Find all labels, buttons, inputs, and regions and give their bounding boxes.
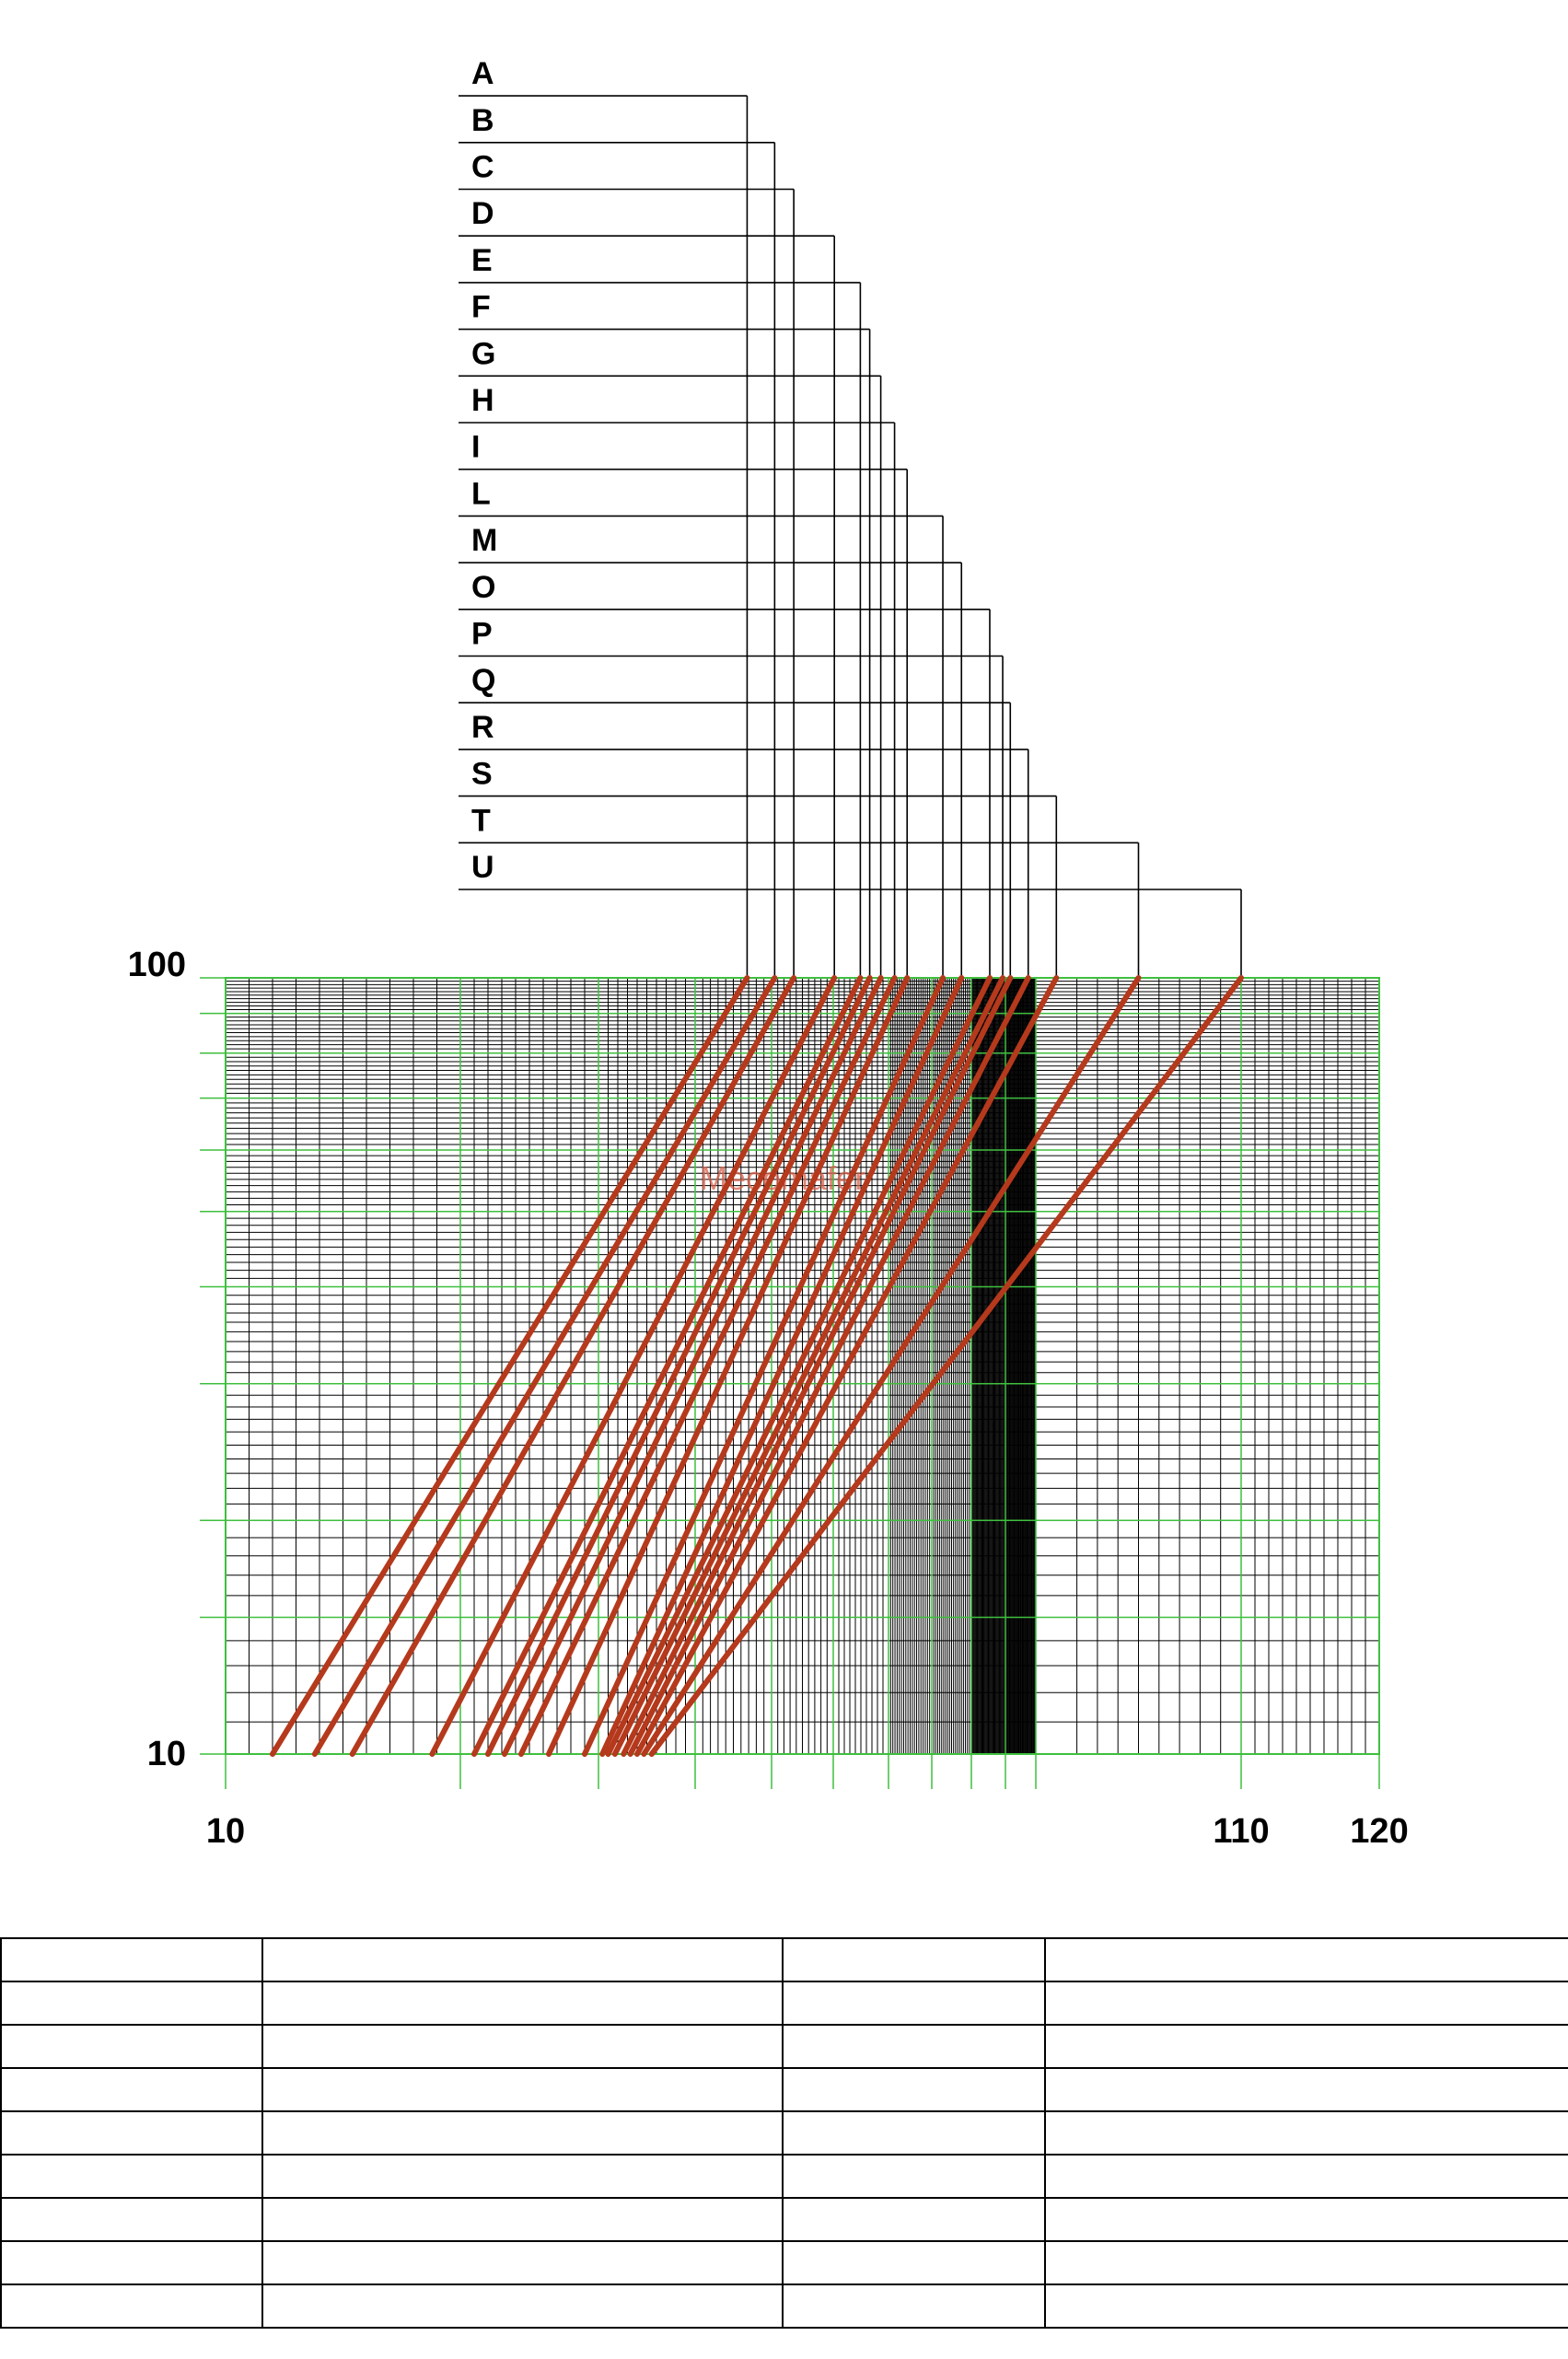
series-line-C [349,975,797,1757]
minor-grid [225,977,1380,1755]
curve-label-H: H [471,383,494,418]
curve-label-A: A [471,56,494,91]
table-row [0,2154,1568,2199]
table-cell [0,2024,263,2069]
table-cell [782,2110,1046,2156]
x-tick-label-120: 120 [1350,1812,1408,1851]
table-cell [261,2197,784,2242]
table-cell [0,2067,263,2112]
table-row [0,2067,1568,2112]
table-cell [782,2197,1046,2242]
table-row [0,1981,1568,2026]
table-cell [0,2240,263,2285]
table-cell [0,2283,263,2329]
curve-label-T: T [471,803,491,838]
table-row [0,2283,1568,2329]
blank-table [0,1937,1568,2329]
table-row [0,2240,1568,2285]
table-cell [1044,2067,1568,2112]
table-cell [261,2240,784,2285]
curve-label-O: O [471,570,495,605]
table-cell [1044,2283,1568,2329]
table-row [0,2110,1568,2156]
y-tick-label-10: 10 [147,1735,186,1773]
table-cell [0,2154,263,2199]
chart: MecomaferABCDEFGHILMOPQRSTU1001010110120 [128,56,1409,1851]
curve-label-R: R [471,710,494,745]
series-line-D [429,975,838,1757]
curve-label-B: B [471,103,494,138]
y-tick-label-100: 100 [128,946,186,984]
series-line-S [634,975,1060,1757]
x-tick-label-10: 10 [206,1812,245,1851]
series-line-P [611,975,1006,1757]
curve-label-E: E [471,243,493,278]
series-line-I [546,975,911,1757]
series-line-H [518,975,898,1757]
table-cell [782,2283,1046,2329]
table-cell [1044,2197,1568,2242]
plot-frame [225,977,1380,1755]
table-cell [782,2067,1046,2112]
series-line-A [270,975,750,1757]
curve-label-I: I [471,430,480,465]
curve-label-D: D [471,196,494,231]
curve-label-F: F [471,290,491,325]
curve-label-L: L [471,476,491,511]
table-cell [0,1937,263,1982]
curve-label-Q: Q [471,663,495,698]
table-cell [261,2283,784,2329]
table-cell [261,1937,784,1982]
series-line-E [471,975,864,1757]
table-cell [261,2024,784,2069]
table-cell [0,2110,263,2156]
curve-label-M: M [471,523,497,558]
curve-label-P: P [471,617,493,652]
table-row [0,1937,1568,1982]
table-cell [261,2110,784,2156]
table-row [0,2024,1568,2069]
curve-label-C: C [471,150,494,185]
table-cell [782,1937,1046,1982]
table-cell [782,2154,1046,2199]
table-cell [1044,1981,1568,2026]
series-line-B [311,975,778,1757]
table-cell [261,1981,784,2026]
curve-label-G: G [471,336,495,371]
series-line-L [582,975,947,1757]
series-line-T [641,975,1142,1757]
table-cell [1044,2110,1568,2156]
curve-label-S: S [471,757,493,792]
series-line-F [485,975,873,1757]
curve-label-U: U [471,850,494,885]
table-cell [782,1981,1046,2026]
table-cell [261,2154,784,2199]
series-line-G [502,975,884,1757]
series-line-M [599,975,965,1757]
table-cell [782,2024,1046,2069]
table-cell [782,2240,1046,2285]
table-cell [1044,2240,1568,2285]
table-row [0,2197,1568,2242]
series-line-Q [621,975,1014,1757]
series-line-U [648,975,1244,1757]
x-tick-label-110: 110 [1213,1812,1269,1851]
table-cell [1044,2154,1568,2199]
table-cell [1044,1937,1568,1982]
series-curves [270,975,1244,1757]
table-cell [261,2067,784,2112]
series-line-R [627,975,1031,1757]
table-cell [1044,2024,1568,2069]
table-cell [0,1981,263,2026]
series-line-O [605,975,993,1757]
major-grid [200,977,1380,1789]
table-cell [0,2197,263,2242]
